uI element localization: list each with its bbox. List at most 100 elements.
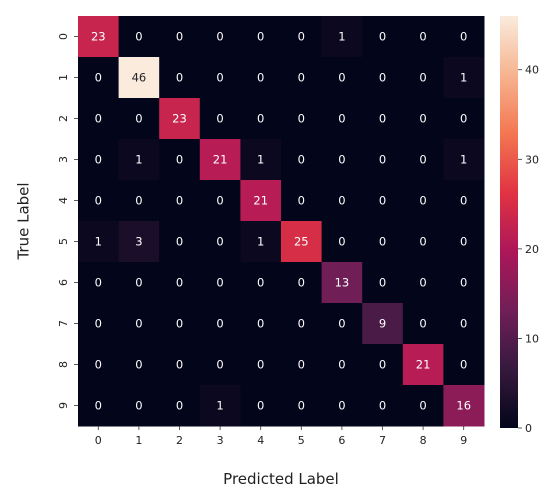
cell-value-r1-c7: 0 [379, 71, 386, 85]
cell-value-r5-c2: 0 [176, 235, 183, 249]
cell-value-r4-c2: 0 [176, 194, 183, 208]
heatmap-cell-r8-c3 [199, 344, 241, 386]
cell-value-r0-c3: 0 [216, 30, 223, 44]
heatmap-cell-r3-c1 [118, 139, 160, 181]
cell-value-r1-c8: 0 [419, 71, 426, 85]
x-tick-label-3: 3 [217, 434, 224, 447]
heatmap-cell-r6-c5 [281, 262, 323, 304]
cell-value-r1-c9: 1 [460, 71, 467, 85]
cell-value-r0-c8: 0 [419, 30, 426, 44]
cell-value-r6-c5: 0 [298, 276, 305, 290]
heatmap-cell-r9-c3 [199, 385, 241, 427]
heatmap-cell-r4-c4 [240, 180, 282, 222]
heatmap-cell-r0-c5 [281, 16, 323, 58]
colorbar-tick-label-40: 40 [525, 64, 539, 77]
heatmap-cell-r3-c7 [362, 139, 404, 181]
cell-value-r2-c8: 0 [419, 112, 426, 126]
heatmap-cell-r5-c4 [240, 221, 282, 263]
heatmap-cell-r2-c1 [118, 98, 160, 140]
cell-value-r8-c6: 0 [338, 358, 345, 372]
heatmap-cell-r4-c1 [118, 180, 160, 222]
heatmap-cell-r5-c6 [321, 221, 363, 263]
cell-value-r8-c1: 0 [135, 358, 142, 372]
heatmap-cell-r0-c9 [443, 16, 485, 58]
cell-value-r5-c8: 0 [419, 235, 426, 249]
heatmap-cell-r9-c4 [240, 385, 282, 427]
cell-value-r3-c4: 1 [257, 153, 264, 167]
heatmap-cell-r3-c8 [402, 139, 444, 181]
x-tick-label-1: 1 [135, 434, 142, 447]
heatmap-cell-r1-c0 [78, 57, 120, 99]
cell-value-r9-c6: 0 [338, 399, 345, 413]
cell-value-r7-c6: 0 [338, 317, 345, 331]
cell-value-r6-c6: 13 [335, 276, 350, 290]
cell-value-r9-c8: 0 [419, 399, 426, 413]
heatmap-cell-r4-c8 [402, 180, 444, 222]
heatmap-cell-r1-c7 [362, 57, 404, 99]
heatmap-cell-r7-c4 [240, 303, 282, 345]
heatmap-cell-r6-c9 [443, 262, 485, 304]
heatmap-cell-r3-c5 [281, 139, 323, 181]
heatmap-cell-labels: 23 0 0 0 0 0 1 0 0 0 0 46 0 0 0 0 0 0 0 1 0 0 23 0 0 0 0 0 0 0 0 1 0 21 1 0… [91, 30, 471, 413]
heatmap-cells [78, 16, 485, 427]
cell-value-r0-c0: 23 [91, 30, 106, 44]
heatmap-cell-r8-c1 [118, 344, 160, 386]
cell-value-r2-c7: 0 [379, 112, 386, 126]
heatmap-cell-r2-c9 [443, 98, 485, 140]
cell-value-r2-c0: 0 [95, 112, 102, 126]
heatmap-cell-r3-c6 [321, 139, 363, 181]
cell-value-r5-c7: 0 [379, 235, 386, 249]
heatmap-cell-r6-c2 [159, 262, 201, 304]
x-tick-label-5: 5 [298, 434, 305, 447]
heatmap-cell-r8-c9 [443, 344, 485, 386]
heatmap-cell-r2-c0 [78, 98, 120, 140]
x-axis-title: Predicted Label [223, 470, 339, 488]
heatmap-cell-r1-c1 [118, 57, 160, 99]
cell-value-r2-c3: 0 [216, 112, 223, 126]
cell-value-r5-c4: 1 [257, 235, 264, 249]
y-tick-label-1: 1 [57, 74, 70, 81]
heatmap-cell-r5-c3 [199, 221, 241, 263]
x-tick-label-0: 0 [95, 434, 102, 447]
y-tick-label-8: 8 [57, 361, 70, 368]
cell-value-r3-c6: 0 [338, 153, 345, 167]
heatmap-cell-r4-c9 [443, 180, 485, 222]
heatmap-cell-r6-c1 [118, 262, 160, 304]
x-axis-ticks: 0 1 2 3 4 5 6 7 8 9 [95, 426, 467, 447]
cell-value-r8-c2: 0 [176, 358, 183, 372]
cell-value-r7-c7: 9 [379, 317, 386, 331]
y-tick-label-5: 5 [57, 238, 70, 245]
cell-value-r6-c1: 0 [135, 276, 142, 290]
cell-value-r7-c1: 0 [135, 317, 142, 331]
heatmap-cell-r3-c3 [199, 139, 241, 181]
x-tick-label-2: 2 [176, 434, 183, 447]
heatmap-cell-r6-c0 [78, 262, 120, 304]
heatmap-cell-r5-c7 [362, 221, 404, 263]
heatmap-cell-r1-c8 [402, 57, 444, 99]
cell-value-r6-c9: 0 [460, 276, 467, 290]
cell-value-r4-c7: 0 [379, 194, 386, 208]
x-tick-label-8: 8 [420, 434, 427, 447]
cell-value-r8-c8: 21 [416, 358, 431, 372]
cell-value-r9-c2: 0 [176, 399, 183, 413]
heatmap-cell-r9-c8 [402, 385, 444, 427]
cell-value-r3-c7: 0 [379, 153, 386, 167]
heatmap-cell-r4-c5 [281, 180, 323, 222]
heatmap-cell-r3-c2 [159, 139, 201, 181]
heatmap-cell-r4-c2 [159, 180, 201, 222]
heatmap-cell-r7-c1 [118, 303, 160, 345]
heatmap-cell-r2-c6 [321, 98, 363, 140]
y-tick-label-7: 7 [57, 320, 70, 327]
heatmap-cell-r8-c8 [402, 344, 444, 386]
cell-value-r7-c9: 0 [460, 317, 467, 331]
cell-value-r6-c4: 0 [257, 276, 264, 290]
heatmap-cell-r1-c3 [199, 57, 241, 99]
cell-value-r1-c5: 0 [298, 71, 305, 85]
cell-value-r1-c3: 0 [216, 71, 223, 85]
heatmap-cell-r6-c8 [402, 262, 444, 304]
heatmap-cell-r9-c7 [362, 385, 404, 427]
cell-value-r6-c2: 0 [176, 276, 183, 290]
cell-value-r1-c1: 46 [132, 71, 147, 85]
heatmap-cell-r2-c2 [159, 98, 201, 140]
